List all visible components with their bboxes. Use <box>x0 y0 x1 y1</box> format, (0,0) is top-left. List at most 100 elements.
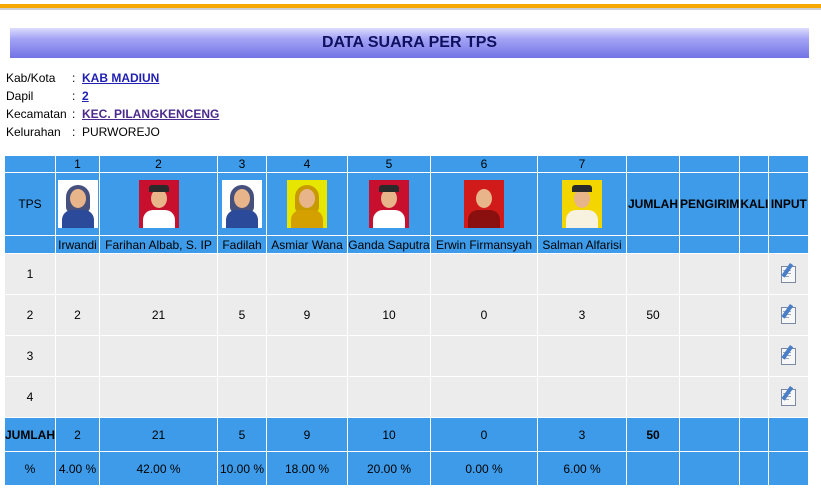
percent-kali <box>740 452 769 485</box>
info-value-link[interactable]: KEC. PILANGKENCENG <box>82 107 220 121</box>
edit-icon[interactable] <box>779 344 799 365</box>
vote-cell <box>538 254 626 294</box>
total-row: JUMLAH 2 21 5 9 10 0 3 50 <box>5 418 809 451</box>
total-vote: 2 <box>56 418 99 451</box>
percent-value: 4.00 % <box>56 452 99 485</box>
vote-cell: 21 <box>100 295 217 335</box>
info-value-link[interactable]: 2 <box>82 89 89 103</box>
total-vote: 5 <box>218 418 266 451</box>
info-colon: : <box>72 89 76 103</box>
tps-header-cell <box>5 156 55 172</box>
pengirim-cell <box>680 336 740 376</box>
page-title: DATA SUARA PER TPS <box>10 28 809 58</box>
table-row: 2 2 21 5 9 10 0 3 50 <box>5 295 809 335</box>
kali-cell <box>740 295 769 335</box>
kali-header-bottom <box>740 236 769 253</box>
input-cell <box>769 336 809 376</box>
candidate-photo-cell <box>348 173 430 235</box>
edit-icon-part <box>782 357 789 359</box>
tps-number: 3 <box>5 336 55 376</box>
pengirim-header-bottom <box>680 236 740 253</box>
vote-cell <box>538 336 626 376</box>
kali-cell <box>740 336 769 376</box>
percent-value: 18.00 % <box>267 452 347 485</box>
pengirim-header: PENGIRIM <box>680 173 740 235</box>
photo-face <box>476 189 492 208</box>
vote-cell <box>218 377 266 417</box>
tps-header-bottom <box>5 236 55 253</box>
photo-body <box>142 210 175 228</box>
info-label: Dapil <box>6 89 34 103</box>
vote-cell <box>267 377 347 417</box>
percent-label: % <box>5 452 55 485</box>
edit-icon[interactable] <box>779 262 799 283</box>
edit-icon-part <box>782 398 789 400</box>
input-cell <box>769 295 809 335</box>
photo-cap <box>572 185 592 192</box>
edit-icon-part <box>782 275 789 277</box>
edit-icon[interactable] <box>779 303 799 324</box>
vote-cell: 10 <box>348 295 430 335</box>
info-value-cell: KEC. PILANGKENCENG <box>82 105 219 123</box>
photo-face <box>574 189 590 208</box>
info-row: Kelurahan: PURWOREJO <box>6 123 219 141</box>
input-header-bottom <box>769 236 809 253</box>
vote-table: 1 2 3 4 5 6 7 TPS JUMLAH PENGIRIM KALI INPUT Irwandi… <box>4 155 810 486</box>
jumlah-cell <box>627 254 679 294</box>
info-row: Kecamatan: KEC. PILANGKENCENG <box>6 105 219 123</box>
jumlah-header-bottom <box>627 236 679 253</box>
header-photo-row: TPS JUMLAH PENGIRIM KALI INPUT <box>5 173 809 235</box>
photo-face <box>150 189 167 208</box>
candidate-number: 4 <box>267 156 347 172</box>
vote-cell <box>100 377 217 417</box>
total-vote: 10 <box>348 418 430 451</box>
vote-cell <box>431 254 537 294</box>
photo-body <box>373 210 405 228</box>
info-row: Dapil:2 <box>6 87 219 105</box>
top-accent-bar <box>0 0 821 12</box>
info-value-cell: PURWOREJO <box>82 123 219 141</box>
info-value-cell: KAB MADIUN <box>82 69 219 87</box>
jumlah-header-top <box>627 156 679 172</box>
vote-cell: 5 <box>218 295 266 335</box>
kali-cell <box>740 254 769 294</box>
candidate-name: Asmiar Wana <box>267 236 347 253</box>
candidate-photo <box>138 180 179 228</box>
jumlah-cell <box>627 336 679 376</box>
candidate-number: 2 <box>100 156 217 172</box>
percent-value: 20.00 % <box>348 452 430 485</box>
edit-icon-part <box>782 316 789 318</box>
region-info: Kab/Kota: KAB MADIUN Dapil:2 Kecamatan: KEC.… <box>6 69 219 141</box>
kali-cell <box>740 377 769 417</box>
tps-header: TPS <box>5 173 55 235</box>
top-orange-stripe <box>0 4 821 8</box>
table-row: 4 <box>5 377 809 417</box>
total-vote: 0 <box>431 418 537 451</box>
info-colon: : <box>72 71 76 85</box>
vote-cell <box>431 377 537 417</box>
photo-cap <box>379 185 399 192</box>
photo-body <box>566 210 598 228</box>
photo-face <box>381 189 397 208</box>
vote-cell <box>218 336 266 376</box>
total-vote: 21 <box>100 418 217 451</box>
candidate-number: 1 <box>56 156 99 172</box>
vote-cell <box>348 254 430 294</box>
tps-number: 4 <box>5 377 55 417</box>
vote-cell <box>431 336 537 376</box>
candidate-name: Erwin Firmansyah <box>431 236 537 253</box>
vote-cell <box>267 254 347 294</box>
edit-icon[interactable] <box>779 385 799 406</box>
photo-cap <box>148 185 169 192</box>
info-value-text: PURWOREJO <box>82 125 160 139</box>
candidate-photo <box>287 180 327 228</box>
percent-value: 42.00 % <box>100 452 217 485</box>
candidate-photo-cell <box>218 173 266 235</box>
input-header-top <box>769 156 809 172</box>
total-pengirim <box>680 418 740 451</box>
info-value-link[interactable]: KAB MADIUN <box>82 71 160 85</box>
info-label: Kelurahan <box>6 125 61 139</box>
candidate-photo-cell <box>538 173 626 235</box>
candidate-photo-cell <box>100 173 217 235</box>
